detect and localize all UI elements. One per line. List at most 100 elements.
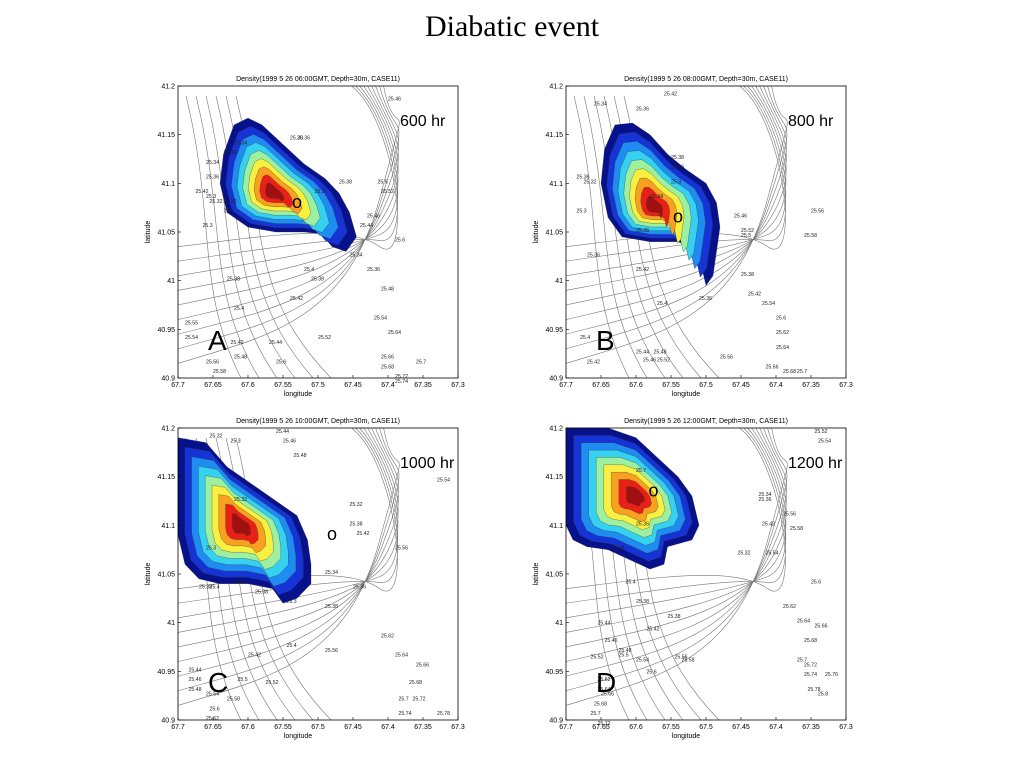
chart-0-time-label: 600 hr [400,113,446,130]
chart-0-ylabel: latitude [145,221,152,244]
chart-0-contour-label-2: 25.32 [224,150,237,156]
chart-2-contour-label-27: 25.46 [189,677,202,683]
chart-0-contour-label-1: 25.34 [234,140,247,146]
chart-3-contour-label-29: 25.7 [797,658,807,664]
chart-2-contour-label-35: 25.72 [413,697,426,703]
chart-2-ytick-label-0: 40.9 [161,718,175,725]
chart-1-contour-label-27: 25.44 [636,350,649,356]
chart-2-contour-label-28: 25.5 [238,677,248,683]
chart-0-contour-label-32: 25.42 [231,340,244,346]
chart-3-contour-label-16: 25.38 [668,614,681,620]
chart-2-contour-label-30: 25.48 [189,687,202,693]
chart-1-station-marker: o [673,206,683,226]
chart-3-xtick-label-4: 67.5 [699,724,713,731]
chart-3-contour-label-28: 25.58 [682,658,695,664]
chart-2-xtick-label-3: 67.55 [274,724,292,731]
chart-2-xtick-label-1: 67.65 [204,724,222,731]
chart-1-ytick-label-2: 41 [555,278,563,285]
chart-1-contour-label-15: 25.58 [804,233,817,239]
chart-2-contour-label-11: 25.3 [206,546,216,552]
chart-2-contour-label-32: 25.54 [206,692,219,698]
chart-0-contour-label-23: 25.36 [367,267,380,273]
chart-2-xtick-label-6: 67.4 [381,724,395,731]
chart-0-contour-label-39: 25.66 [381,355,394,361]
chart-3-contour-label-25: 25.52 [591,655,604,661]
chart-3-contour-label-13: 25.6 [811,580,821,586]
chart-2-ytick-label-2: 41 [167,620,175,627]
chart-0-station-marker: o [292,192,302,212]
chart-3-contour-label-19: 25.44 [598,621,611,627]
chart-1-xtick-label-0: 67.7 [559,382,573,389]
chart-3-contour-label-0: 25.52 [815,429,828,435]
chart-0-ytick-label-1: 40.95 [157,327,175,334]
chart-3-contour-label-7: 25.58 [790,526,803,532]
chart-1-contour-label-25: 25.4 [580,335,590,341]
chart-2-contour-label-3: 25.46 [283,439,296,445]
chart-0-contour-label-9: 25.32 [210,199,223,205]
chart-0-xtick-label-0: 67.7 [171,382,185,389]
chart-3-contour-label-11: 25.54 [766,551,779,557]
chart-2-contour-label-10: 25.56 [395,546,408,552]
chart-0-contour-label-3: 25.38 [290,136,303,142]
chart-0-xtick-label-1: 67.65 [204,382,222,389]
chart-0-xlabel: longitude [284,391,313,398]
chart-2-title: Density(1999 5 26 10:00GMT, Depth=30m, C… [236,418,400,425]
chart-2-contour-label-24: 25.64 [395,653,408,659]
chart-2-contour-label-15: 25.42 [234,580,247,586]
chart-2-contour-label-34: 25.7 [399,697,409,703]
chart-0-contour-label-15: 25.5 [378,179,388,185]
chart-2-ytick-label-4: 41.1 [161,523,175,530]
chart-1-contour-label-11: 25.46 [734,213,747,219]
chart-0-contour-label-24: 25.48 [381,286,394,292]
chart-2-contour-label-4: 25.48 [294,453,307,459]
chart-2-contour-label-8: 25.38 [350,521,363,527]
chart-1-contour-label-23: 25.6 [776,316,786,322]
chart-0-contour-label-34: 25.52 [318,335,331,341]
chart-3-contour-label-41: 25.72 [598,721,611,727]
chart-2-panel-letter: C [208,667,228,698]
chart-2-plume-level-8 [232,513,251,537]
chart-3-ytick-label-4: 41.1 [549,523,563,530]
chart-1-contour-lines [565,85,788,379]
chart-0-xtick-label-3: 67.55 [274,382,292,389]
chart-0-contour-label-20: 25.34 [350,252,363,258]
chart-panel-c: 25.32 25.3 25.44 25.46 25.48 25.32 25.54 25.32 2… [145,418,465,740]
chart-1-contour-label-18: 25.38 [741,272,754,278]
chart-1-contour-label-29: 25.46 [643,358,656,364]
chart-0-xtick-label-7: 67.35 [414,382,432,389]
chart-2-ytick-label-6: 41.2 [161,426,175,433]
chart-0-contour-label-14: 25.38 [339,179,352,185]
chart-1-contour-label-5: 25.3 [671,179,681,185]
chart-2-contour-label-31: 25.68 [409,680,422,686]
chart-3-ylabel: latitude [533,563,540,586]
chart-1-plume-level-8 [646,196,663,219]
chart-1-contour-label-28: 25.48 [654,350,667,356]
chart-3-contour-label-6: 25.42 [762,521,775,527]
chart-2-ytick-label-5: 41.15 [157,474,175,481]
chart-0-xtick-label-8: 67.3 [451,382,465,389]
chart-3-contour-label-34: 25.62 [598,677,611,683]
chart-3-contour-label-36: 25.66 [601,692,614,698]
chart-3-contour-label-5: 25.56 [783,512,796,518]
chart-1-contour-label-12: 25.52 [741,228,754,234]
chart-3-contour-label-33: 25.76 [825,672,838,678]
chart-1-xtick-label-8: 67.3 [839,382,853,389]
chart-2-time-label: 1000 hr [400,455,455,472]
chart-0-contour-label-8: 25.3 [206,194,216,200]
chart-0-ytick-label-6: 41.2 [161,84,175,91]
chart-3-ytick-label-1: 40.95 [545,669,563,676]
chart-1-contour-label-1: 25.34 [594,102,607,108]
chart-3-xtick-label-1: 67.65 [592,724,610,731]
chart-2-contour-label-6: 25.54 [437,478,450,484]
chart-3-contour-label-40: 25.7 [591,711,601,717]
chart-0-contour-label-29: 25.64 [388,330,401,336]
chart-1-contour-label-22: 25.36 [699,296,712,302]
chart-1-contour-label-16: 25.36 [587,252,600,258]
chart-2-xtick-label-0: 67.7 [171,724,185,731]
chart-0-xtick-label-5: 67.45 [344,382,362,389]
chart-0-ytick-label-2: 41 [167,278,175,285]
chart-3-xtick-label-2: 67.6 [629,724,643,731]
chart-2-ylabel: latitude [145,563,152,586]
chart-0-contour-label-5: 25.34 [206,160,219,166]
chart-2-contour-label-0: 25.32 [210,434,223,440]
